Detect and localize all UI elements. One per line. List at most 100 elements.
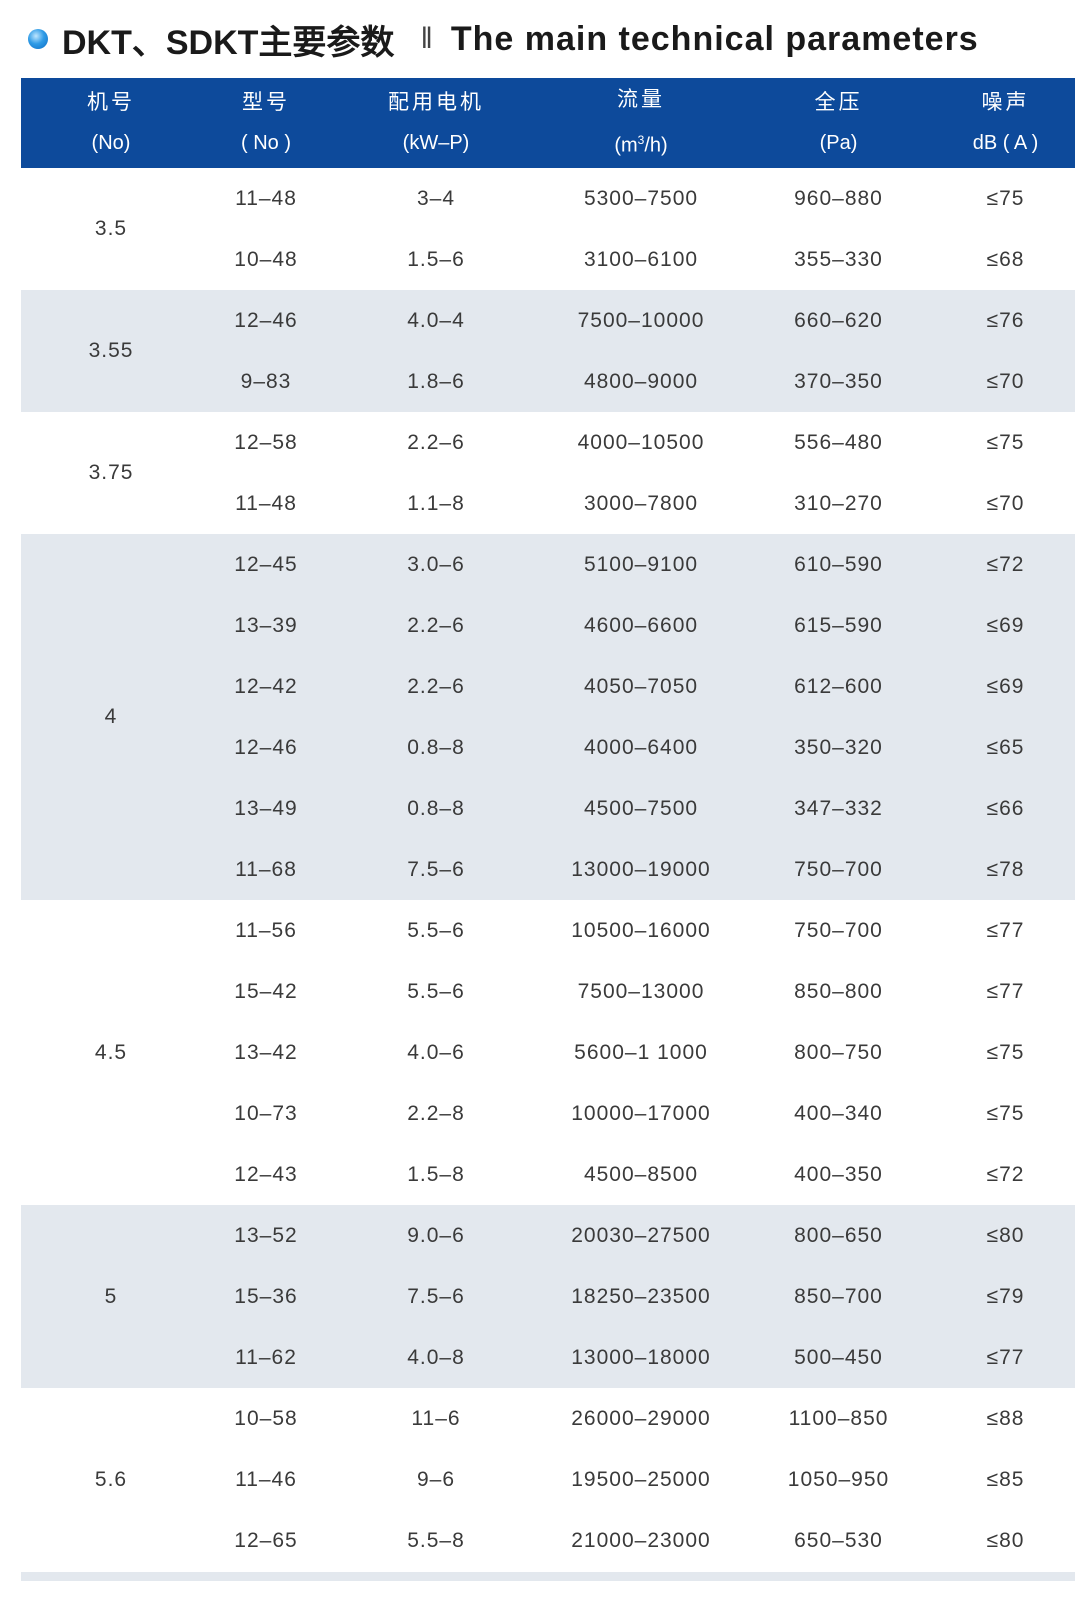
table-row: 15–36 7.5–6 18250–23500 850–700 ≤79 (21, 1266, 1075, 1327)
table-header-row: 机号 (No) 型号( No ) 配用电机 (kW–P) 流量 (m3/h) 全压 (P… (21, 78, 1075, 168)
cell-model: 9–83 (201, 351, 331, 412)
cell-pressure: 355–330 (794, 247, 883, 271)
table-body: 3.5 11–48 3–4 5300–7500 960–880 ≤75 10–48 1.5–6… (21, 168, 1075, 1571)
cell-noise: ≤80 (936, 1205, 1075, 1266)
table-row: 13–42 4.0–6 5600–1 1000 800–750 ≤75 (21, 1022, 1075, 1083)
parameters-table: 机号 (No) 型号( No ) 配用电机 (kW–P) 流量 (m3/h) 全压 (P… (21, 78, 1075, 1571)
cell-model: 12–46 (201, 290, 331, 351)
cell-machine-no: 5.6 (94, 1467, 128, 1491)
cell-motor: 9.0–6 (331, 1205, 541, 1266)
cell-model: 13–39 (201, 595, 331, 656)
cell-flow: 18250–23500 (541, 1266, 741, 1327)
cell-model: 13–52 (201, 1205, 331, 1266)
cell-motor: 5.5–8 (407, 1528, 465, 1552)
cell-motor: 5.5–6 (407, 979, 465, 1003)
table-row: 4 12–45 3.0–6 5100–9100 610–590 ≤72 (21, 534, 1075, 900)
cell-noise: ≤70 (936, 351, 1075, 412)
title-en: The main technical parameters (450, 19, 979, 58)
cell-noise: ≤70 (986, 491, 1025, 515)
cell-noise: ≤77 (936, 1327, 1075, 1388)
cell-model: 11–68 (201, 839, 331, 900)
cell-motor: 2.2–6 (407, 430, 465, 454)
cell-machine-no: 3.75 (88, 461, 134, 484)
cell-flow: 26000–29000 (571, 1406, 711, 1430)
cell-pressure: 750–700 (794, 918, 883, 942)
cell-model: 11–62 (201, 1327, 331, 1388)
cell-model: 10–73 (234, 1101, 298, 1125)
cell-flow: 4050–7050 (541, 656, 741, 717)
header-machine-no: 机号 (No) (87, 91, 135, 154)
cell-motor: 2.2–8 (407, 1101, 465, 1125)
cell-motor: 7.5–6 (331, 1266, 541, 1327)
cell-flow: 3100–6100 (583, 247, 699, 271)
cell-pressure: 800–750 (794, 1040, 883, 1064)
cell-noise: ≤77 (986, 918, 1025, 942)
cell-model: 12–43 (234, 1162, 298, 1186)
cell-pressure: 850–800 (794, 979, 883, 1003)
cell-flow: 5100–9100 (541, 534, 741, 595)
cell-pressure: 610–590 (741, 534, 936, 595)
cell-noise: ≤72 (936, 534, 1075, 595)
cell-motor: 4.0–6 (407, 1040, 465, 1064)
cell-motor: 1.1–8 (407, 491, 465, 515)
header-flow: 流量 (m3/h) (614, 88, 668, 157)
cell-model: 13–49 (201, 778, 331, 839)
cell-pressure: 615–590 (741, 595, 936, 656)
header-model: 型号( No ) (241, 91, 291, 154)
cell-pressure: 660–620 (741, 290, 936, 351)
cell-motor: 2.2–6 (331, 656, 541, 717)
cell-motor: 5.5–6 (407, 918, 465, 942)
bottom-strip (21, 1572, 1075, 1581)
cell-motor: 9–6 (416, 1467, 456, 1491)
table-row: 11–62 4.0–8 13000–18000 500–450 ≤77 (21, 1327, 1075, 1388)
cell-flow: 4500–8500 (583, 1162, 699, 1186)
cell-pressure: 556–480 (794, 430, 883, 454)
cell-model: 10–58 (234, 1406, 298, 1430)
cell-flow: 10500–16000 (571, 918, 711, 942)
table-row: 15–42 5.5–6 7500–13000 850–800 ≤77 (21, 961, 1075, 1022)
cell-machine-no: 3.5 (94, 217, 128, 240)
cell-model: 11–46 (235, 1467, 297, 1491)
table-row: 5 13–52 9.0–6 20030–27500 800–650 ≤80 (21, 1205, 1075, 1388)
cell-flow: 10000–17000 (571, 1101, 711, 1125)
cell-motor: 0.8–8 (331, 717, 541, 778)
cell-machine-no: 5 (21, 1205, 201, 1388)
bullet-icon (28, 29, 48, 49)
table-row: 12–65 5.5–8 21000–23000 650–530 ≤80 (21, 1510, 1075, 1571)
cell-model: 12–58 (234, 430, 298, 454)
cell-model: 12–45 (201, 534, 331, 595)
cell-pressure: 347–332 (741, 778, 936, 839)
cell-pressure: 350–320 (741, 717, 936, 778)
cell-flow: 19500–25000 (571, 1467, 711, 1491)
cell-motor: 1.8–6 (331, 351, 541, 412)
table-row: 11–48 1.1–8 3000–7800 310–270 ≤70 (21, 473, 1075, 534)
cell-model: 11–48 (235, 186, 297, 210)
cell-noise: ≤69 (936, 595, 1075, 656)
cell-pressure: 370–350 (741, 351, 936, 412)
cell-model: 12–46 (201, 717, 331, 778)
cell-pressure: 850–700 (741, 1266, 936, 1327)
cell-noise: ≤78 (936, 839, 1075, 900)
cell-motor: 11–6 (411, 1406, 461, 1430)
table-row: 9–83 1.8–6 4800–9000 370–350 ≤70 (21, 351, 1075, 412)
cell-noise: ≤80 (986, 1528, 1025, 1552)
cell-noise: ≤69 (936, 656, 1075, 717)
table-row: 10–48 1.5–6 3100–6100 355–330 ≤68 (21, 229, 1075, 290)
table-row: 12–46 0.8–8 4000–6400 350–320 ≤65 (21, 717, 1075, 778)
cell-flow: 5300–7500 (583, 186, 699, 210)
cell-flow: 7500–10000 (541, 290, 741, 351)
table-row: 3.5 11–48 3–4 5300–7500 960–880 ≤75 (21, 168, 1075, 241)
cell-motor: 3.0–6 (331, 534, 541, 595)
cell-noise: ≤68 (986, 247, 1025, 271)
table-row: 4.5 11–56 5.5–6 10500–16000 750–700 ≤77 (21, 900, 1075, 1064)
cell-motor: 3–4 (416, 186, 456, 210)
cell-noise: ≤75 (986, 1101, 1025, 1125)
cell-model: 12–42 (201, 656, 331, 717)
cell-pressure: 800–650 (741, 1205, 936, 1266)
cell-motor: 4.0–4 (331, 290, 541, 351)
cell-pressure: 310–270 (794, 491, 883, 515)
cell-model: 12–65 (234, 1528, 298, 1552)
cell-noise: ≤65 (936, 717, 1075, 778)
cell-pressure: 1100–850 (788, 1406, 889, 1430)
cell-flow: 3000–7800 (583, 491, 699, 515)
